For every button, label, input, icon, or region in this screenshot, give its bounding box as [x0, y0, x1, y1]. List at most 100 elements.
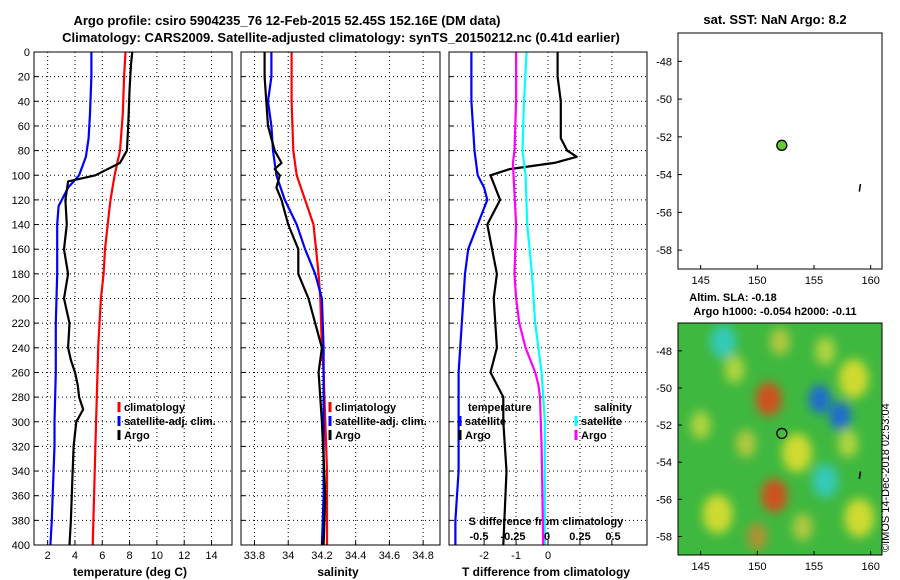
series-line-s-argo [511, 52, 545, 546]
legend-label: Argo [124, 430, 150, 442]
heatmap-blob-yellow [702, 494, 733, 534]
x-tick-label: 2 [45, 550, 51, 562]
legend-label: satellite-adj. clim. [124, 416, 216, 428]
argo-location-marker [776, 427, 788, 440]
x-tick-label: 10 [151, 550, 163, 562]
map-y-tick-label: -56 [656, 207, 672, 219]
map-y-tick-label: -54 [656, 457, 672, 469]
y-tick-label: 300 [12, 417, 30, 429]
y-tick-label: 220 [12, 318, 30, 330]
map-y-tick-label: -52 [656, 420, 672, 432]
map-x-tick-label: 150 [748, 275, 766, 287]
x-tick-label: 0 [545, 550, 551, 562]
map-y-tick-label: -50 [656, 94, 672, 106]
map-y-tick-label: -48 [656, 56, 672, 68]
map-x-tick-label: 145 [691, 561, 709, 573]
x-tick-label: 34.8 [412, 550, 433, 562]
y-tick-label: 340 [12, 466, 30, 478]
map-x-tick-label: 145 [691, 275, 709, 287]
heatmap-texture [770, 327, 790, 356]
top-tick-label: 0 [544, 531, 550, 543]
map-y-tick-label: -58 [656, 531, 672, 543]
x-tick-label: 34.2 [311, 550, 332, 562]
series-line-t-argo [486, 52, 578, 546]
y-tick-label: 100 [12, 170, 30, 182]
legend-label: climatology [124, 402, 186, 414]
sla-map-title-1: Altim. SLA: -0.18 [689, 292, 776, 304]
x-tick-label: 12 [178, 550, 190, 562]
series-line-satellite-adj-clim- [49, 52, 93, 546]
top-tick-label: -0.25 [500, 531, 525, 543]
y-tick-label: 0 [24, 47, 30, 59]
sst-map-panel: sat. SST: NaN Argo: 8.2 -48 -50 -52 -54 -56 -… [656, 12, 883, 287]
temperature-xlabel: temperature (deg C) [73, 565, 187, 579]
y-tick-label: 140 [12, 220, 30, 232]
figure-title-line2: Climatology: CARS2009. Satellite-adjuste… [62, 30, 620, 45]
figure-title-line1: Argo profile: csiro 5904235_76 12-Feb-20… [73, 13, 500, 28]
sst-map-title: sat. SST: NaN Argo: 8.2 [703, 12, 846, 27]
heatmap-texture [815, 336, 836, 365]
y-tick-label: 380 [12, 515, 30, 527]
y-tick-label: 60 [18, 121, 30, 133]
map-y-tick-label: -52 [656, 132, 672, 144]
difference-xlabel: T difference from climatology [462, 565, 630, 579]
map-mark [858, 471, 862, 480]
difference-panel: T difference from climatology S differen… [448, 51, 648, 579]
top-tick-label: 0.25 [569, 531, 590, 543]
y-tick-label: 160 [12, 244, 30, 256]
map-y-tick-label: -48 [656, 346, 672, 358]
x-tick-label: -1 [511, 550, 521, 562]
x-tick-label: 4 [72, 550, 78, 562]
legend-label: climatology [335, 402, 397, 414]
y-tick-label: 40 [18, 96, 30, 108]
x-tick-label: 34 [282, 550, 294, 562]
heatmap-field [678, 323, 882, 555]
legend-label: Argo [465, 430, 491, 442]
map-y-tick-label: -50 [656, 383, 672, 395]
argo-location-marker [776, 139, 788, 151]
y-tick-label: 400 [12, 540, 30, 552]
y-tick-label: 360 [12, 491, 30, 503]
series-line-argo [263, 52, 327, 546]
difference-top-label: S difference from climatology [469, 516, 625, 528]
x-tick-label: 34.6 [379, 550, 400, 562]
heatmap-texture [792, 513, 813, 542]
top-tick-label: -0.5 [470, 531, 489, 543]
map-y-tick-label: -56 [656, 494, 672, 506]
y-tick-label: 180 [12, 269, 30, 281]
map-mark [858, 183, 862, 192]
heatmap-blob-yellow [838, 359, 869, 399]
y-tick-label: 320 [12, 441, 30, 453]
y-tick-label: 80 [18, 146, 30, 158]
legend-title-temperature: temperature [468, 402, 532, 414]
heatmap-blob-red [755, 382, 782, 416]
series-line-t-satellite [454, 52, 489, 545]
legend-label: satellite-adj. clim. [335, 416, 427, 428]
y-tick-label: 120 [12, 195, 30, 207]
map-frame [677, 322, 883, 556]
heatmap-blobs [690, 324, 875, 551]
heatmap-blob-red [761, 478, 788, 513]
heatmap-blob-cyan [812, 463, 839, 498]
y-tick-label: 260 [12, 367, 30, 379]
salinity-xlabel: salinity [317, 565, 359, 579]
x-tick-label: 8 [127, 550, 133, 562]
legend-title-salinity: salinity [594, 402, 633, 414]
map-x-tick-label: 160 [861, 275, 879, 287]
temperature-panel: temperature (deg C) 0 20 40 60 80 100 120 140 16… [12, 47, 233, 579]
legend-label: Argo [581, 430, 607, 442]
series-line-argo [62, 51, 134, 546]
map-x-tick-label: 155 [805, 275, 823, 287]
series-line-satellite-adj-clim- [266, 52, 325, 546]
y-tick-label: 20 [18, 72, 30, 84]
legend-label: satellite [465, 416, 506, 428]
x-tick-label: 33.8 [244, 550, 265, 562]
heatmap-blob-blue [829, 401, 852, 431]
salinity-panel: salinity 33.8 34 34.2 34.4 34.6 34.8 climatolo… [240, 51, 441, 579]
y-tick-label: 240 [12, 343, 30, 355]
heatmap-blob-yellow [782, 433, 812, 473]
legend-label: satellite [581, 416, 622, 428]
sla-map-panel: Altim. SLA: -0.18 Argo h1000: -0.054 h20… [656, 292, 883, 573]
map-x-tick-label: 160 [861, 561, 879, 573]
